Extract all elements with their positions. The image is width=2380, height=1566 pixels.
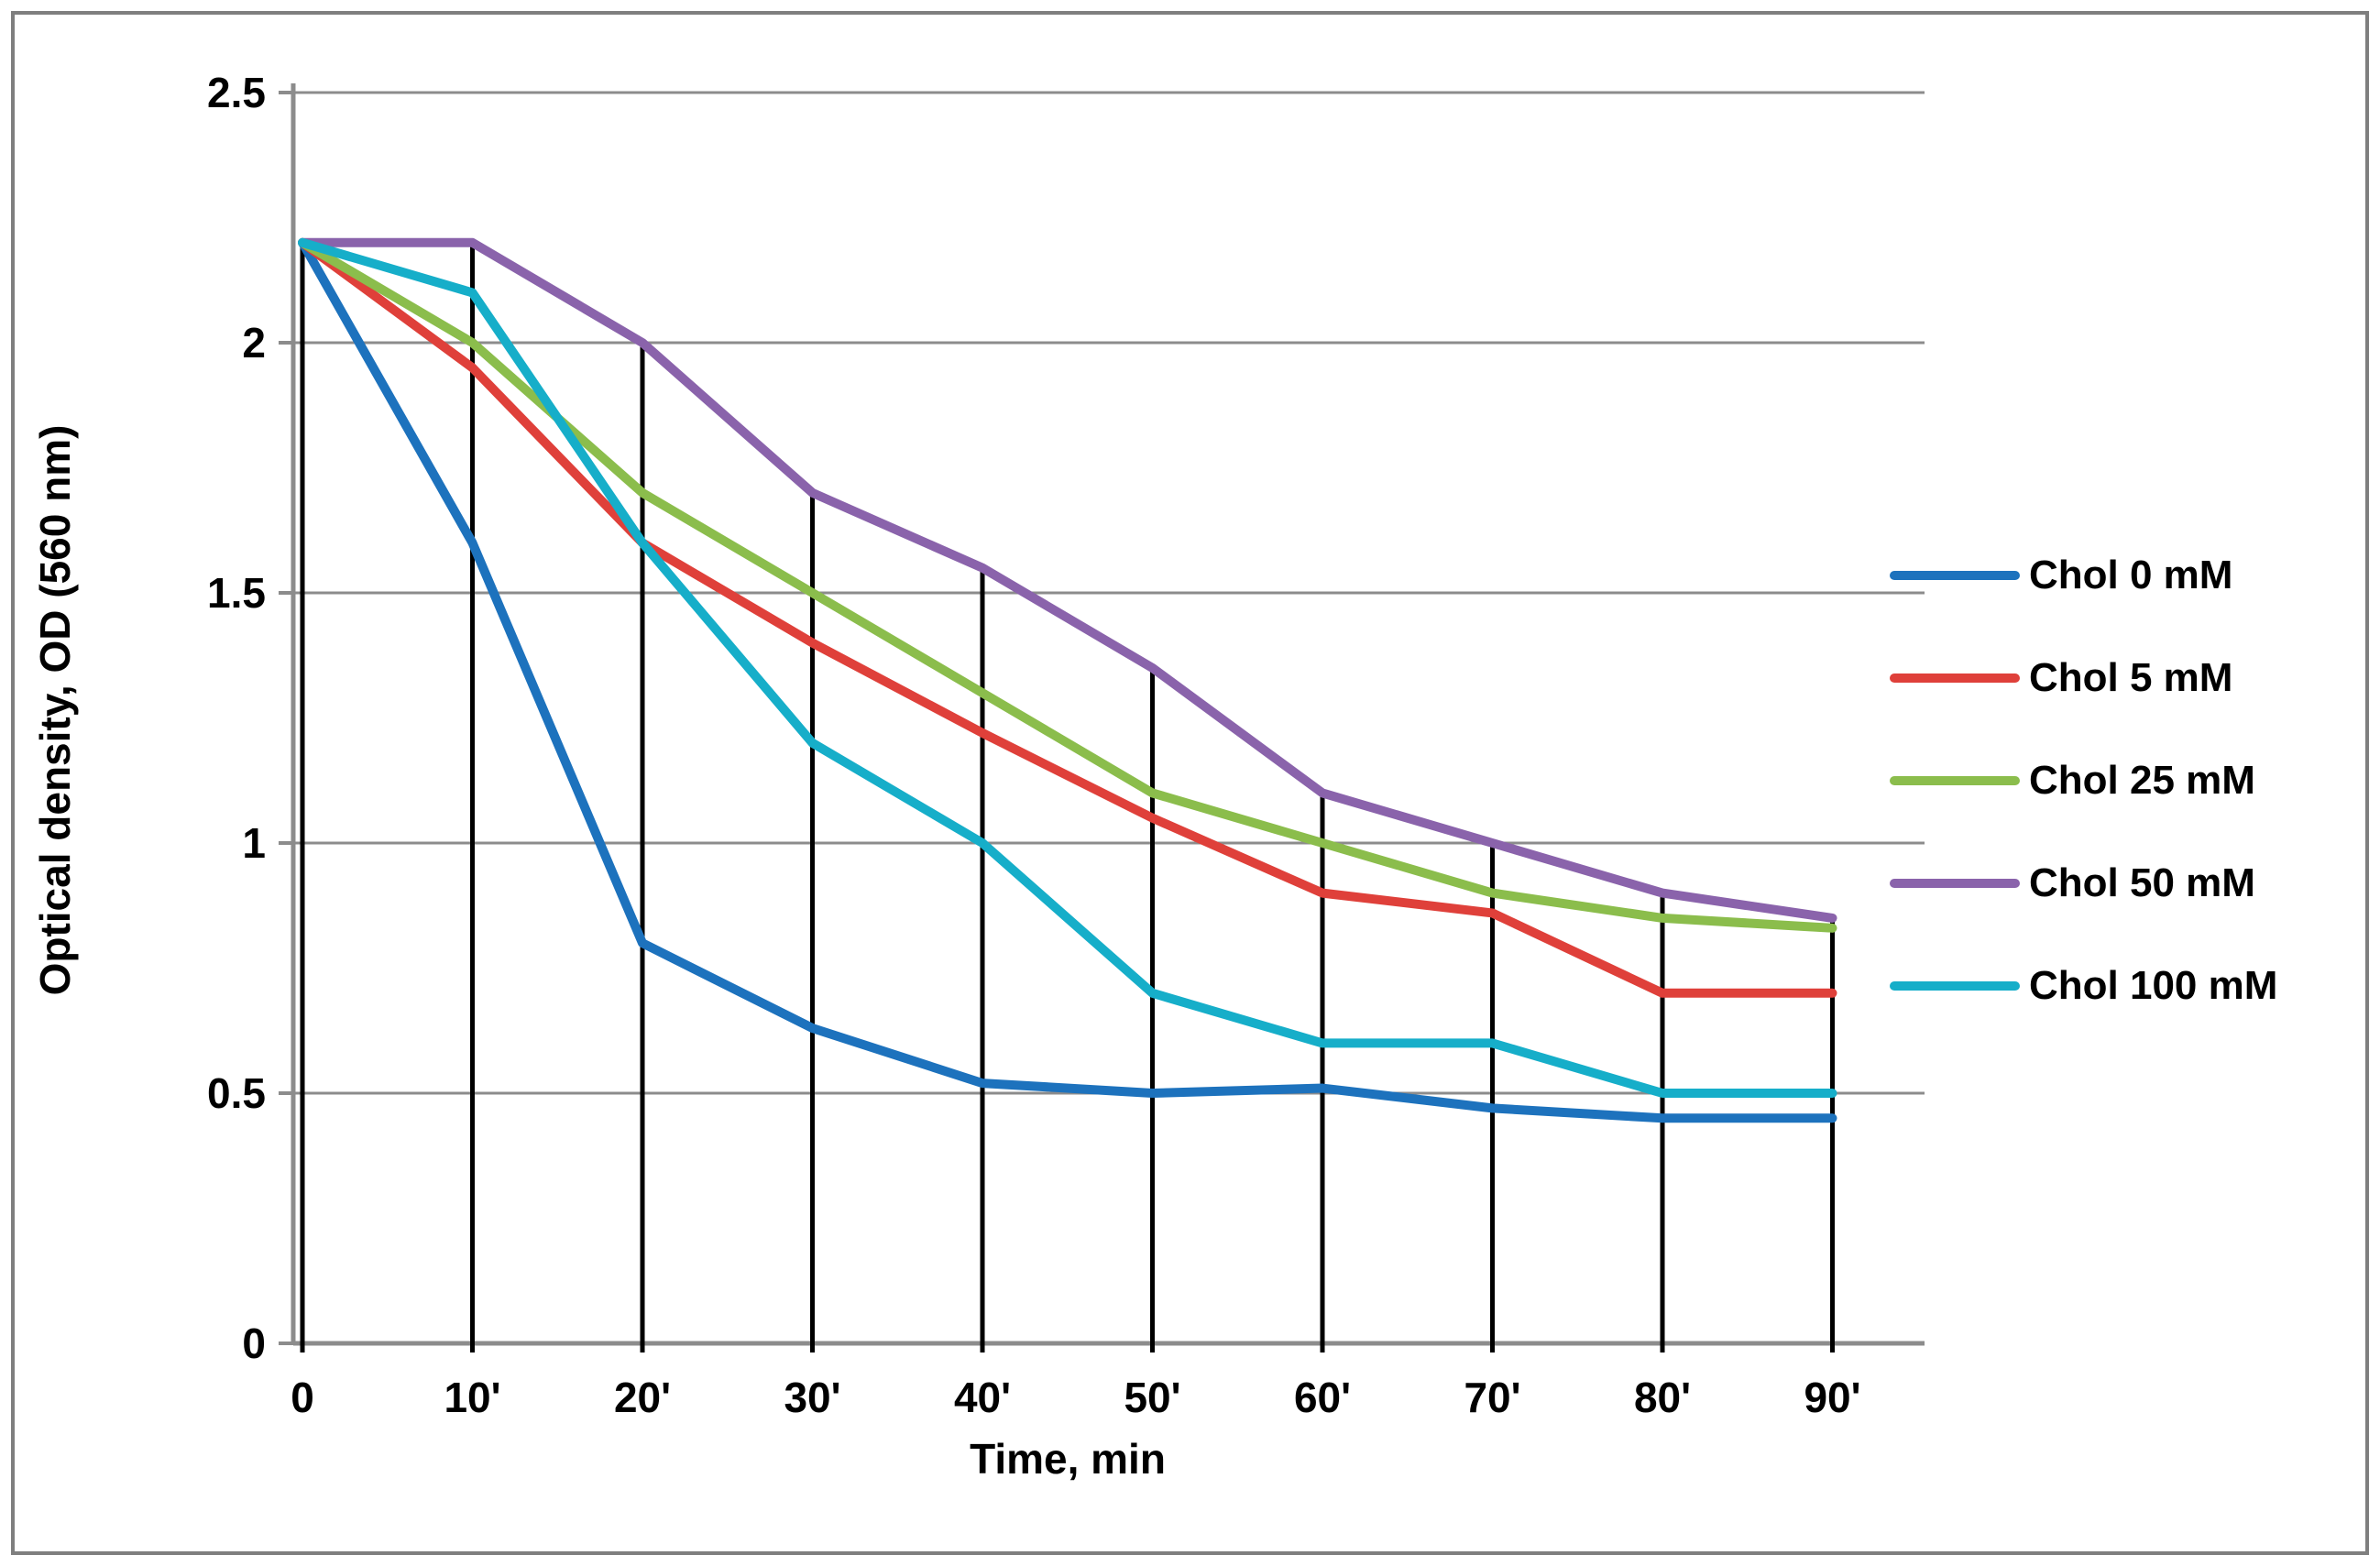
series-line-chol-100-mm — [298, 237, 1837, 1098]
y-tick-label: 1.5 — [207, 569, 266, 617]
legend-line-marker-chol-25-mm — [1890, 776, 2020, 785]
legend-item-chol-5-mm: Chol 5 mM — [1890, 649, 2277, 707]
y-tick-label: 2 — [242, 319, 266, 367]
y-tick-label: 0 — [242, 1320, 266, 1367]
series-line-chol-25-mm — [298, 237, 1837, 933]
x-tick-label: 40' — [953, 1374, 1012, 1421]
x-tick-label: 30' — [784, 1374, 841, 1421]
legend-item-chol-100-mm: Chol 100 mM — [1890, 957, 2277, 1015]
legend-label: Chol 0 mM — [2029, 553, 2233, 597]
y-axis-title: Optical density, OD (560 nm) — [31, 424, 79, 996]
legend-label: Chol 5 mM — [2029, 655, 2233, 700]
x-tick-label: 50' — [1124, 1374, 1181, 1421]
x-axis-title: Time, min — [970, 1435, 1166, 1483]
y-tick-label: 2.5 — [207, 69, 266, 116]
x-tick-label: 60' — [1293, 1374, 1352, 1421]
y-tick-label: 0.5 — [207, 1069, 266, 1117]
y-tick-label: 1 — [242, 819, 266, 867]
legend-line-marker-chol-5-mm — [1890, 673, 2020, 683]
series-line-chol-5-mm — [298, 237, 1837, 998]
legend-item-chol-25-mm: Chol 25 mM — [1890, 751, 2277, 810]
legend-line-marker-chol-50-mm — [1890, 879, 2020, 888]
legend-label: Chol 50 mM — [2029, 860, 2255, 905]
x-tick-label: 70' — [1464, 1374, 1521, 1421]
legend-label: Chol 25 mM — [2029, 758, 2255, 803]
x-tick-label: 20' — [613, 1374, 672, 1421]
x-tick-label: 0 — [291, 1374, 314, 1421]
legend-line-marker-chol-100-mm — [1890, 981, 2020, 991]
series-line-chol-0-mm — [298, 237, 1837, 1123]
x-tick-label: 80' — [1633, 1374, 1692, 1421]
legend-item-chol-50-mm: Chol 50 mM — [1890, 854, 2277, 913]
x-tick-label: 90' — [1804, 1374, 1861, 1421]
legend-line-marker-chol-0-mm — [1890, 571, 2020, 580]
legend: Chol 0 mM Chol 5 mM Chol 25 mM Chol 50 mM Ch… — [1890, 546, 2277, 1059]
legend-item-chol-0-mm: Chol 0 mM — [1890, 546, 2277, 605]
x-tick-label: 10' — [444, 1374, 501, 1421]
series-line-chol-50-mm — [298, 237, 1837, 923]
legend-label: Chol 100 mM — [2029, 963, 2278, 1008]
